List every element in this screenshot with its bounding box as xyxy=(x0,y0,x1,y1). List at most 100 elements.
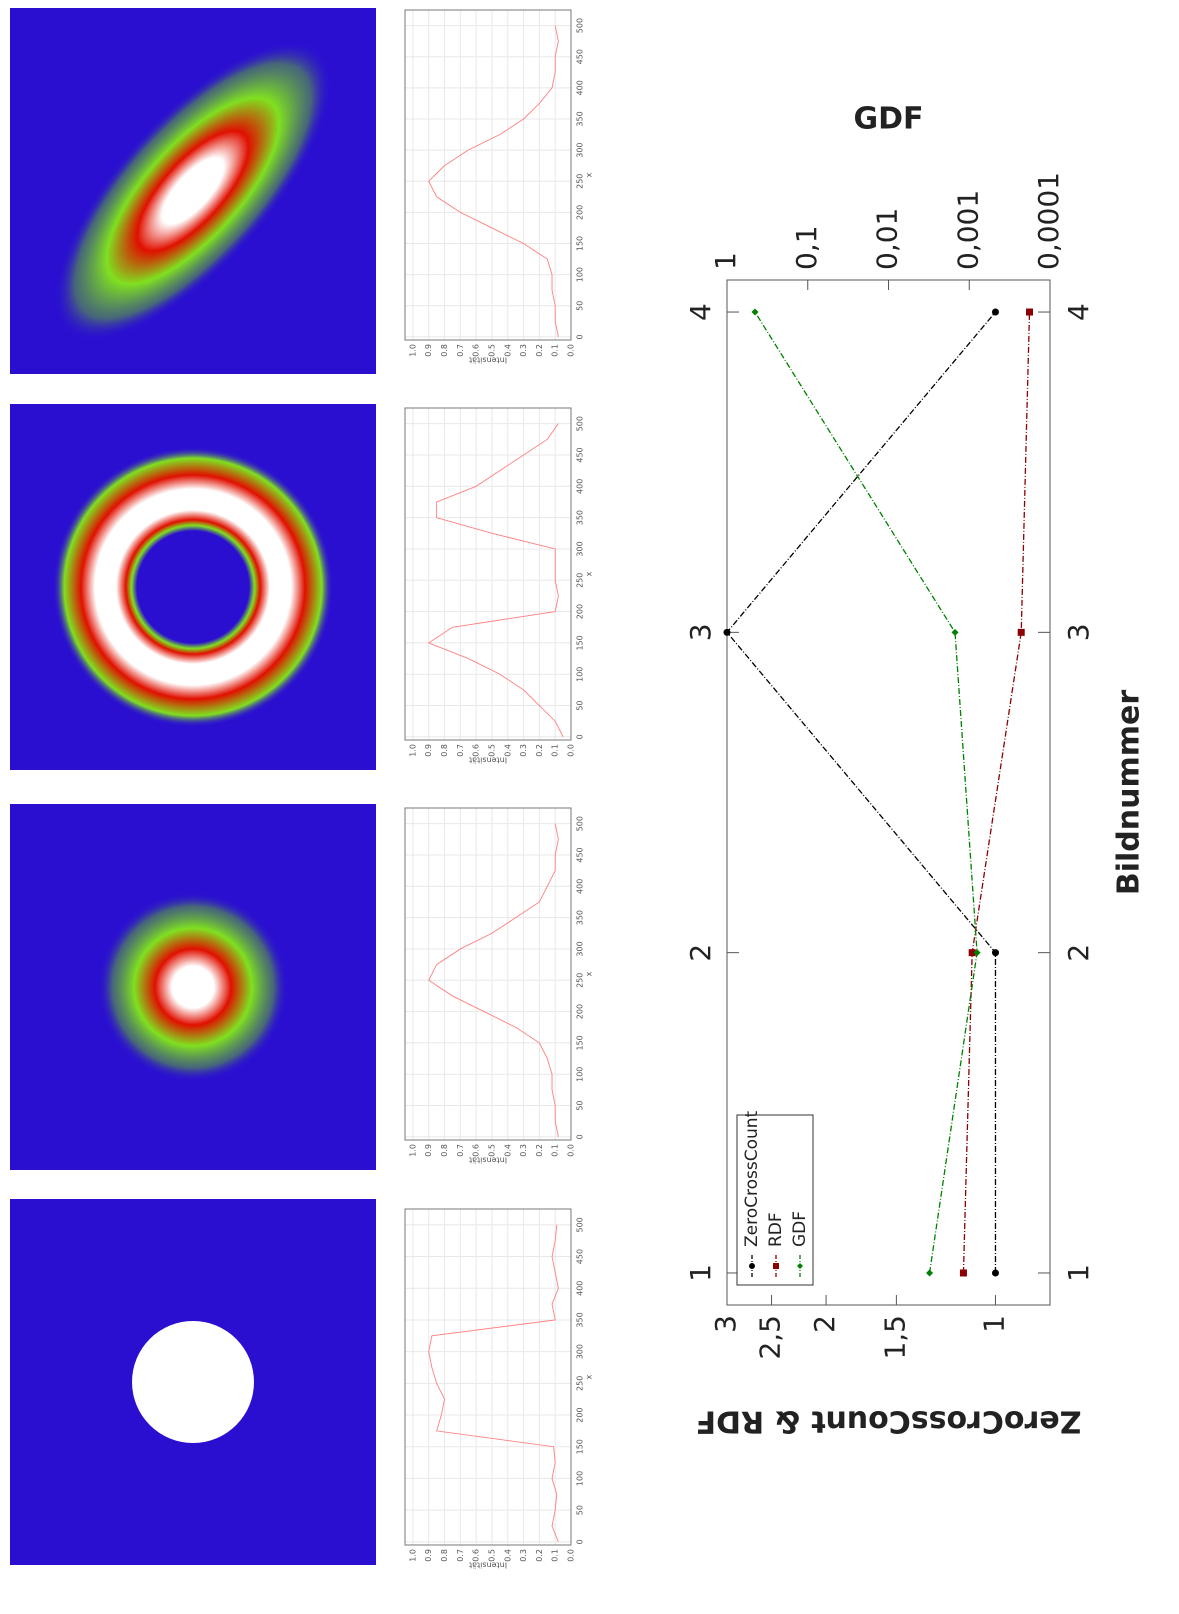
x-tick-label: 200 xyxy=(576,1004,585,1019)
x-tick-label: 500 xyxy=(576,1217,585,1232)
x-tick-label: 350 xyxy=(576,510,585,525)
image-ring xyxy=(10,404,376,770)
y-tick-label: 0.6 xyxy=(472,1144,481,1157)
x-tick-label: 450 xyxy=(576,1249,585,1264)
x-tick-label-top: 4 xyxy=(684,303,717,321)
x-tick-label: 250 xyxy=(576,174,585,189)
y-tick-label: 0.9 xyxy=(424,1144,433,1157)
marker xyxy=(991,949,999,957)
y-tick-label: 1.0 xyxy=(408,1549,417,1562)
plot-frame xyxy=(404,9,572,341)
x-tick-label: 0 xyxy=(576,334,585,339)
y-tick-label: 1.0 xyxy=(408,744,417,757)
x-tick-label: 200 xyxy=(576,604,585,619)
legend-marker xyxy=(773,1263,779,1269)
x-tick-label: 50 xyxy=(576,1505,585,1515)
x-tick-label: 300 xyxy=(576,142,585,157)
y-tick-label: 0.7 xyxy=(456,1549,465,1562)
legend-marker xyxy=(797,1263,803,1269)
x-tick-label: 2 xyxy=(1062,944,1095,962)
y-tick-label: 0.2 xyxy=(535,1144,544,1157)
image-disk xyxy=(10,1199,376,1565)
x-tick-label: 0 xyxy=(576,734,585,739)
x-tick-label: 100 xyxy=(576,1471,585,1486)
image-gaussian xyxy=(10,804,376,1170)
x-tick-label: 400 xyxy=(576,879,585,894)
series-line xyxy=(754,311,978,1274)
x-tick-label: 50 xyxy=(576,301,585,311)
y2-axis-title: GDF xyxy=(853,102,923,137)
x-tick-label-top: 3 xyxy=(684,623,717,641)
x-tick-label: 100 xyxy=(576,1067,585,1082)
y-tick-label: 0.9 xyxy=(424,744,433,757)
y-tick-label: 0.8 xyxy=(440,344,449,357)
y-tick-label: 0.9 xyxy=(424,344,433,357)
y-tick-label: 0.4 xyxy=(503,344,512,357)
x-tick-label: 500 xyxy=(576,416,585,431)
y-tick-label: 0.8 xyxy=(440,1549,449,1562)
x-tick-label: 300 xyxy=(576,1344,585,1359)
marker xyxy=(1026,308,1034,316)
y-tick-label: 0.8 xyxy=(440,1144,449,1157)
y-tick-label: 0.7 xyxy=(456,744,465,757)
x-tick-label: 150 xyxy=(576,1439,585,1454)
x-tick-label: 250 xyxy=(576,973,585,988)
legend-box xyxy=(736,1114,814,1286)
x-tick-label: 400 xyxy=(576,80,585,95)
x-tick-label: 0 xyxy=(576,1134,585,1139)
x-tick-label: 350 xyxy=(576,910,585,925)
plot-frame xyxy=(404,1208,572,1546)
x-axis-title: x xyxy=(585,971,594,976)
y-tick-label: 0.3 xyxy=(519,344,528,357)
x-tick-label: 400 xyxy=(576,479,585,494)
series-line xyxy=(427,423,564,738)
marker xyxy=(991,1269,999,1277)
y-axis-title: Intensität xyxy=(469,1561,507,1570)
marker xyxy=(959,1269,967,1277)
x-axis-title: Bildnummer xyxy=(1112,690,1147,895)
x-tick-label: 1 xyxy=(1062,1264,1095,1282)
x-tick-label: 50 xyxy=(576,1100,585,1110)
x-axis-title: x xyxy=(585,172,594,177)
y-tick-label: 0.7 xyxy=(456,344,465,357)
x-tick-label: 150 xyxy=(576,236,585,251)
y-tick-label: 0.2 xyxy=(535,744,544,757)
y-tick-label: 0.4 xyxy=(503,1549,512,1562)
y-tick-label: 0.7 xyxy=(456,1144,465,1157)
series-line xyxy=(428,1224,559,1542)
legend-marker xyxy=(749,1263,755,1269)
x-tick-label: 200 xyxy=(576,1407,585,1422)
y-tick-label: 0.0 xyxy=(567,744,576,757)
y-axis-title: Intensität xyxy=(469,356,507,365)
x-tick-label-top: 2 xyxy=(684,944,717,962)
y2-tick-label: 0,1 xyxy=(790,225,823,270)
x-tick-label: 500 xyxy=(576,816,585,831)
x-axis-title: x xyxy=(585,571,594,576)
marker xyxy=(1017,628,1025,636)
y-tick-label: 0.1 xyxy=(551,744,560,757)
y2-tick-label: 0,01 xyxy=(871,208,904,270)
y-tick-label: 0.6 xyxy=(472,744,481,757)
marker xyxy=(723,628,731,636)
marker xyxy=(991,308,999,316)
plot-frame xyxy=(404,807,572,1141)
x-tick-label-top: 1 xyxy=(684,1264,717,1282)
y-tick-label: 0.3 xyxy=(519,744,528,757)
x-tick-label: 150 xyxy=(576,1035,585,1050)
y-tick-label: 1,5 xyxy=(878,1315,911,1360)
x-tick-label: 0 xyxy=(576,1539,585,1544)
x-tick-label: 400 xyxy=(576,1281,585,1296)
y-tick-label: 1.0 xyxy=(408,1144,417,1157)
y-axis-title: Intensität xyxy=(469,756,507,765)
x-tick-label: 4 xyxy=(1062,303,1095,321)
marker xyxy=(926,1269,934,1277)
y-tick-label: 0.4 xyxy=(503,744,512,757)
y-tick-label: 0.6 xyxy=(472,1549,481,1562)
x-axis-title: x xyxy=(585,1374,594,1379)
x-tick-label: 300 xyxy=(576,941,585,956)
y-tick-label: 0.2 xyxy=(535,344,544,357)
y-tick-label: 2,5 xyxy=(754,1315,787,1360)
series-line xyxy=(428,823,559,1137)
